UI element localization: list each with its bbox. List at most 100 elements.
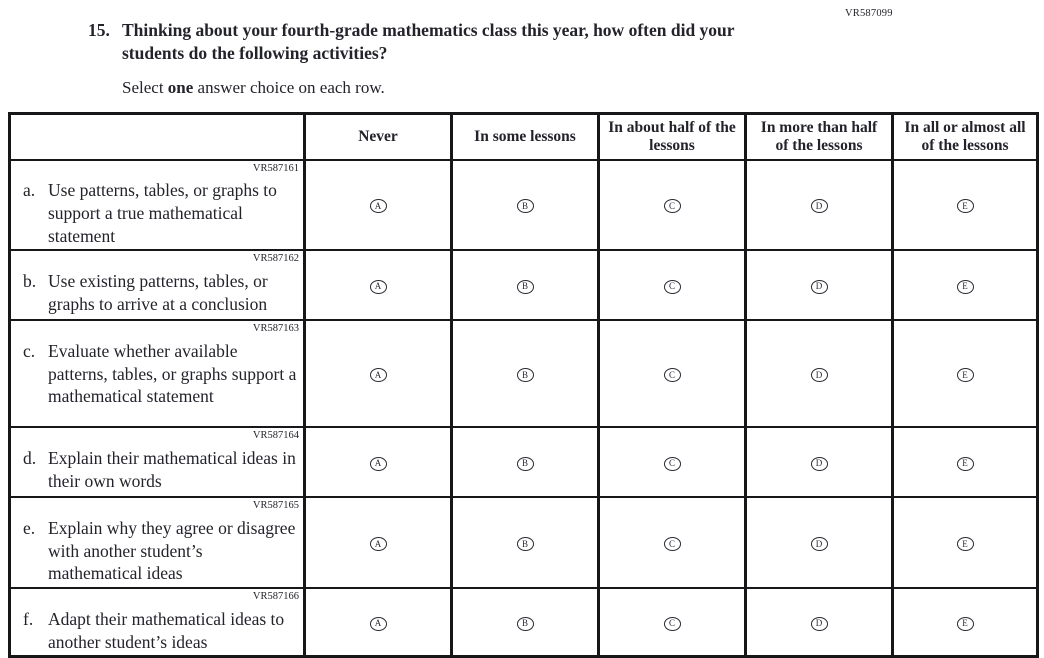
header-empty-cell — [8, 112, 306, 161]
item-letter: c. — [23, 340, 36, 361]
answer-bubble-e[interactable]: E — [956, 537, 974, 552]
item-stem-e: VR587165 e. Explain why they agree or di… — [8, 496, 306, 590]
answer-bubble-e[interactable]: E — [956, 199, 974, 214]
item-code: VR587166 — [252, 591, 299, 603]
answer-cell-d-more-than-half[interactable]: D — [744, 426, 894, 499]
answer-cell-a-about-half[interactable]: C — [597, 158, 747, 252]
header-row: Never In some lessons In about half of t… — [8, 112, 1039, 161]
answer-cell-d-never[interactable]: A — [303, 426, 453, 499]
item-letter: e. — [23, 517, 36, 538]
answer-bubble-d[interactable]: D — [810, 368, 828, 383]
answer-cell-e-never[interactable]: A — [303, 496, 453, 590]
answer-bubble-e[interactable]: E — [956, 368, 974, 383]
answer-cell-f-about-half[interactable]: C — [597, 587, 747, 658]
answer-cell-c-all[interactable]: E — [891, 319, 1039, 429]
column-header-all-or-almost-all: In all or almost all of the lessons — [891, 112, 1039, 161]
answer-cell-a-never[interactable]: A — [303, 158, 453, 252]
item-text: Evaluate whether available patterns, tab… — [48, 340, 297, 407]
instruction-emphasis: one — [167, 77, 194, 97]
answer-cell-c-more-than-half[interactable]: D — [744, 319, 894, 429]
answer-bubble-d[interactable]: D — [810, 279, 828, 294]
answer-cell-b-some[interactable]: B — [450, 249, 600, 322]
answer-cell-e-about-half[interactable]: C — [597, 496, 747, 590]
answer-bubble-b[interactable]: B — [516, 456, 534, 471]
item-text: Use patterns, tables, or graphs to suppo… — [48, 180, 277, 246]
table-row-f: VR587166 f. Adapt their mathematical ide… — [8, 587, 1039, 658]
item-text: Use existing patterns, tables, or graphs… — [48, 270, 268, 314]
item-stem-f: VR587166 f. Adapt their mathematical ide… — [8, 587, 306, 658]
answer-bubble-a[interactable]: A — [369, 616, 387, 631]
column-header-about-half: In about half of the lessons — [597, 112, 747, 161]
answer-cell-d-about-half[interactable]: C — [597, 426, 747, 499]
answer-bubble-b[interactable]: B — [516, 199, 534, 214]
answer-cell-a-more-than-half[interactable]: D — [744, 158, 894, 252]
item-code: VR587165 — [252, 500, 299, 512]
item-text: Explain why they agree or disagree with … — [48, 517, 296, 584]
answer-cell-e-more-than-half[interactable]: D — [744, 496, 894, 590]
question-number: 15. — [88, 20, 110, 40]
answer-bubble-c[interactable]: C — [663, 368, 681, 383]
item-code: VR587163 — [252, 323, 299, 335]
answer-cell-b-all[interactable]: E — [891, 249, 1039, 322]
answer-cell-f-more-than-half[interactable]: D — [744, 587, 894, 658]
answer-bubble-a[interactable]: A — [369, 537, 387, 552]
item-letter: a. — [23, 180, 36, 201]
answer-cell-b-never[interactable]: A — [303, 249, 453, 322]
answer-cell-c-never[interactable]: A — [303, 319, 453, 429]
answer-bubble-c[interactable]: C — [663, 616, 681, 631]
item-stem-d: VR587164 d. Explain their mathematical i… — [8, 426, 306, 499]
answer-cell-f-all[interactable]: E — [891, 587, 1039, 658]
answer-bubble-d[interactable]: D — [810, 537, 828, 552]
answer-bubble-b[interactable]: B — [516, 616, 534, 631]
answer-cell-c-about-half[interactable]: C — [597, 319, 747, 429]
answer-bubble-a[interactable]: A — [369, 279, 387, 294]
column-header-never: Never — [303, 112, 453, 161]
answer-bubble-d[interactable]: D — [810, 456, 828, 471]
page-accession-code: VR587099 — [845, 8, 893, 19]
answer-bubble-d[interactable]: D — [810, 199, 828, 214]
item-stem-c: VR587163 c. Evaluate whether available p… — [8, 319, 306, 429]
column-header-some-lessons: In some lessons — [450, 112, 600, 161]
answer-bubble-e[interactable]: E — [956, 456, 974, 471]
answer-bubble-c[interactable]: C — [663, 456, 681, 471]
answer-bubble-a[interactable]: A — [369, 199, 387, 214]
question-block: 15. Thinking about your fourth-grade mat… — [88, 19, 828, 98]
answer-bubble-a[interactable]: A — [369, 456, 387, 471]
answer-cell-e-some[interactable]: B — [450, 496, 600, 590]
instruction-prefix: Select — [122, 77, 168, 97]
answer-bubble-b[interactable]: B — [516, 537, 534, 552]
table-row-b: VR587162 b. Use existing patterns, table… — [8, 249, 1039, 322]
item-letter: f. — [23, 608, 34, 629]
item-text: Adapt their mathematical ideas to anothe… — [48, 608, 285, 652]
answer-bubble-a[interactable]: A — [369, 368, 387, 383]
item-stem-b: VR587162 b. Use existing patterns, table… — [8, 249, 306, 322]
table-row-e: VR587165 e. Explain why they agree or di… — [8, 496, 1039, 590]
answer-bubble-c[interactable]: C — [663, 279, 681, 294]
answer-cell-f-never[interactable]: A — [303, 587, 453, 658]
answer-cell-a-all[interactable]: E — [891, 158, 1039, 252]
item-stem-a: VR587161 a. Use patterns, tables, or gra… — [8, 158, 306, 252]
answer-cell-b-about-half[interactable]: C — [597, 249, 747, 322]
item-letter: d. — [23, 447, 37, 468]
answer-cell-d-some[interactable]: B — [450, 426, 600, 499]
answer-cell-b-more-than-half[interactable]: D — [744, 249, 894, 322]
item-code: VR587164 — [252, 430, 299, 442]
answer-bubble-d[interactable]: D — [810, 616, 828, 631]
question-instruction: Select one answer choice on each row. — [122, 78, 828, 98]
answer-bubble-b[interactable]: B — [516, 279, 534, 294]
answer-cell-a-some[interactable]: B — [450, 158, 600, 252]
instruction-suffix: answer choice on each row. — [193, 77, 385, 97]
answer-bubble-e[interactable]: E — [956, 279, 974, 294]
item-text: Explain their mathematical ideas in thei… — [48, 447, 296, 491]
answer-bubble-c[interactable]: C — [663, 199, 681, 214]
table-row-d: VR587164 d. Explain their mathematical i… — [8, 426, 1039, 499]
answer-cell-d-all[interactable]: E — [891, 426, 1039, 499]
answer-bubble-e[interactable]: E — [956, 616, 974, 631]
answer-cell-f-some[interactable]: B — [450, 587, 600, 658]
answer-cell-c-some[interactable]: B — [450, 319, 600, 429]
answer-bubble-c[interactable]: C — [663, 537, 681, 552]
answer-cell-e-all[interactable]: E — [891, 496, 1039, 590]
table-row-a: VR587161 a. Use patterns, tables, or gra… — [8, 158, 1039, 252]
answer-bubble-b[interactable]: B — [516, 368, 534, 383]
question-text: Thinking about your fourth-grade mathema… — [122, 20, 735, 64]
